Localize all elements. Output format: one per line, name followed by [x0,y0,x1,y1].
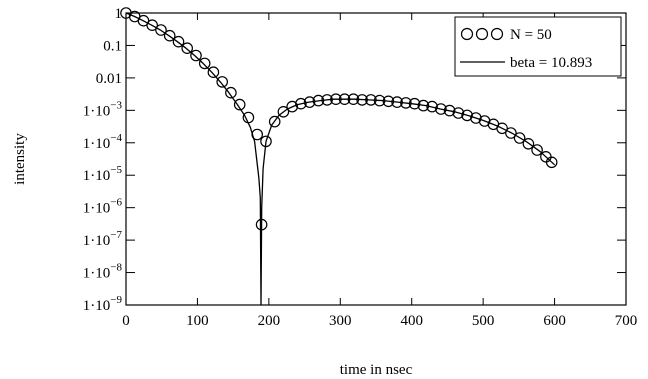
data-point [426,100,438,113]
data-point [303,96,316,108]
data-point [408,97,421,110]
data-point [181,42,193,54]
data-point [417,99,430,112]
data-point [321,94,333,106]
legend-marker-circle [490,27,504,41]
data-point [172,35,185,48]
data-point [435,103,447,115]
data-point [163,29,176,42]
data-point [286,100,298,113]
data-point [330,93,342,105]
legend-marker-circle [460,27,474,41]
data-point [400,97,412,109]
data-point [251,128,264,141]
y-tick-label: 1·10−5 [83,164,123,184]
data-point [461,109,473,122]
data-point [365,94,377,106]
data-point [155,24,167,36]
data-point [225,86,237,99]
data-point [277,106,290,118]
data-point [443,104,456,117]
y-tick-label: 1·10−6 [83,197,123,217]
y-axis-title: intensity [12,133,28,185]
data-point [522,138,535,150]
data-point [373,94,386,107]
legend-marker-circles [460,27,504,41]
y-tick-label: 1·10−3 [83,99,123,119]
data-point [496,122,508,135]
data-point [198,57,211,70]
data-points-series [120,7,558,231]
x-tick-label: 600 [543,313,566,329]
y-tick-label: 1·10−9 [83,294,123,314]
data-point [513,132,526,144]
data-point [391,96,403,108]
data-point [260,135,272,148]
y-tick-label: 1·10−4 [83,132,123,152]
tick-labels: 0 100 200 300 400 500 600 700 1 0.1 0.01 1·10−3 1·10… [83,6,637,329]
legend-marker-circle [475,27,489,41]
y-tick-label: 1·10−8 [83,262,123,282]
y-tick-label: 0.1 [103,38,122,54]
legend-label-series-2: beta = 10.893 [510,55,592,71]
data-point [295,97,307,110]
x-tick-label: 400 [400,313,423,329]
x-axis-title: time in nsec [340,362,413,378]
data-point [347,93,360,105]
data-point [545,156,558,169]
x-tick-label: 0 [122,313,130,329]
legend: N = 50 beta = 10.893 [454,16,622,77]
y-tick-label: 0.01 [96,71,122,87]
data-point [146,19,158,31]
x-tick-label: 200 [258,313,281,329]
y-tick-label: 1·10−7 [83,229,123,249]
x-tick-label: 300 [329,313,352,329]
data-point [505,127,517,139]
data-point [531,144,543,156]
data-point [216,76,228,88]
data-point [255,218,268,231]
data-point [233,98,246,111]
x-tick-label: 100 [186,313,209,329]
data-point [452,107,465,119]
x-tick-label: 700 [615,313,638,329]
data-point [190,49,202,62]
data-point [356,94,368,106]
data-point [338,93,351,105]
data-point [312,94,325,107]
x-tick-label: 500 [472,313,495,329]
data-point [382,95,395,108]
data-point [207,66,220,78]
data-point [268,115,281,128]
legend-label-series-1: N = 50 [510,27,552,43]
data-point [242,111,255,124]
legend-box [454,16,622,77]
plot-frame [125,12,627,306]
y-tick-label: 1 [115,6,123,22]
